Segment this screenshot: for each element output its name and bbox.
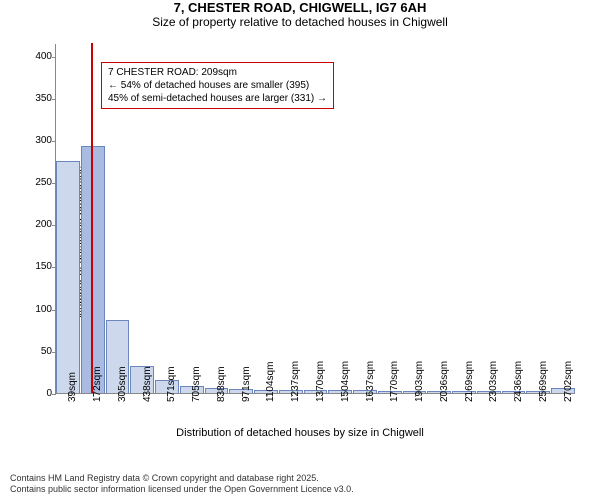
x-tick-label: 1770sqm [389,361,400,402]
y-tick-label: 0 [30,388,52,399]
histogram-bar [56,161,80,393]
footer-line2: Contains public sector information licen… [10,484,354,496]
x-tick-label: 1104sqm [265,362,276,402]
y-tick-label: 250 [30,177,52,188]
x-tick-label: 971sqm [241,366,252,402]
x-tick-label: 305sqm [117,366,128,402]
x-tick-label: 838sqm [216,366,227,402]
x-axis-label: Distribution of detached houses by size … [176,427,424,439]
y-tick-label: 200 [30,219,52,230]
x-tick-label: 571sqm [166,366,177,402]
x-tick-label: 705sqm [191,366,202,402]
x-tick-label: 1237sqm [290,361,301,402]
x-tick-label: 39sqm [67,372,78,402]
chart-title: 7, CHESTER ROAD, CHIGWELL, IG7 6AH [0,0,600,15]
x-tick-label: 2702sqm [563,361,574,402]
x-tick-label: 2169sqm [464,361,475,402]
footer: Contains HM Land Registry data © Crown c… [10,473,354,496]
chart-subtitle: Size of property relative to detached ho… [0,15,600,29]
y-tick-label: 400 [30,51,52,62]
y-tick-mark [52,99,56,100]
y-tick-label: 100 [30,304,52,315]
x-tick-label: 1903sqm [414,361,425,402]
annotation-line3: 45% of semi-detached houses are larger (… [108,92,327,105]
x-tick-label: 1370sqm [315,361,326,402]
x-tick-label: 2036sqm [439,361,450,402]
annotation-line2: ← 54% of detached houses are smaller (39… [108,79,327,92]
footer-line1: Contains HM Land Registry data © Crown c… [10,473,354,485]
marker-line [91,43,93,393]
y-tick-mark [52,57,56,58]
chart-container: Number of detached properties 7 CHESTER … [0,34,600,449]
y-tick-label: 150 [30,261,52,272]
plot-area: 7 CHESTER ROAD: 209sqm← 54% of detached … [55,44,575,394]
x-tick-label: 1504sqm [340,361,351,402]
y-tick-label: 350 [30,93,52,104]
x-tick-label: 2436sqm [513,361,524,402]
x-tick-label: 2569sqm [538,361,549,402]
y-tick-label: 300 [30,135,52,146]
y-tick-mark [52,394,56,395]
annotation-line1: 7 CHESTER ROAD: 209sqm [108,66,327,79]
annotation-box: 7 CHESTER ROAD: 209sqm← 54% of detached … [101,62,334,109]
x-tick-label: 2303sqm [488,361,499,402]
x-tick-label: 438sqm [142,366,153,402]
y-tick-mark [52,141,56,142]
y-tick-label: 50 [30,346,52,357]
x-tick-label: 1637sqm [365,361,376,402]
x-tick-label: 172sqm [92,366,103,402]
